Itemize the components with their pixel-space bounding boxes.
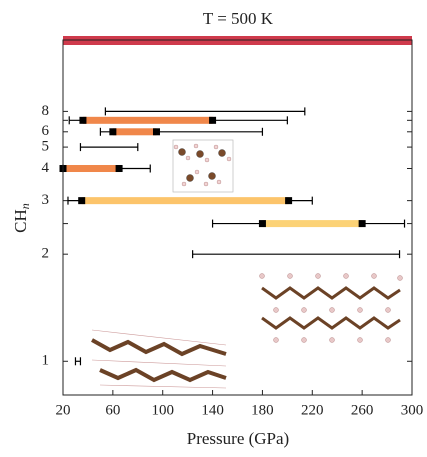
x-tick-label: 60: [105, 402, 120, 418]
y-label-sub: n: [18, 203, 32, 209]
range-bar: [63, 36, 412, 40]
y-tick-label: 6: [42, 123, 50, 139]
range-end: [285, 197, 293, 205]
y-tick-label: 2: [42, 246, 50, 262]
x-tick-label: 180: [251, 402, 274, 418]
range-end: [258, 220, 266, 228]
stable-range: [262, 220, 363, 228]
range-end: [109, 128, 117, 136]
x-axis-label: Pressure (GPa): [187, 429, 289, 448]
range-end: [79, 116, 87, 124]
x-tick-label: 220: [301, 402, 324, 418]
x-tick-label: 20: [56, 402, 71, 418]
range-end: [78, 197, 86, 205]
x-tick-label: 140: [201, 402, 224, 418]
range-bar: [63, 40, 412, 45]
y-label-main: CH: [11, 209, 30, 233]
range-end: [115, 165, 123, 173]
inset-molecules: [91, 139, 403, 389]
range-end: [358, 220, 366, 228]
stable-range: [112, 128, 157, 136]
y-axis-label: CHn: [11, 203, 32, 233]
y-tick-label: 8: [42, 103, 50, 119]
y-tick-label: 1: [42, 353, 50, 369]
x-tick-label: 300: [401, 402, 424, 418]
y-tick-label: 3: [42, 192, 50, 208]
stable-range: [63, 165, 120, 173]
stable-range: [82, 116, 213, 124]
y-tick-label: 4: [42, 160, 50, 176]
chart-title: T = 500 K: [203, 9, 274, 28]
stable-range: [81, 197, 289, 205]
plot-frame: [62, 39, 413, 396]
range-end: [209, 116, 217, 124]
y-tick-label: 5: [42, 139, 50, 155]
range-end: [152, 128, 160, 136]
x-tick-label: 260: [351, 402, 374, 418]
x-tick-label: 100: [151, 402, 174, 418]
